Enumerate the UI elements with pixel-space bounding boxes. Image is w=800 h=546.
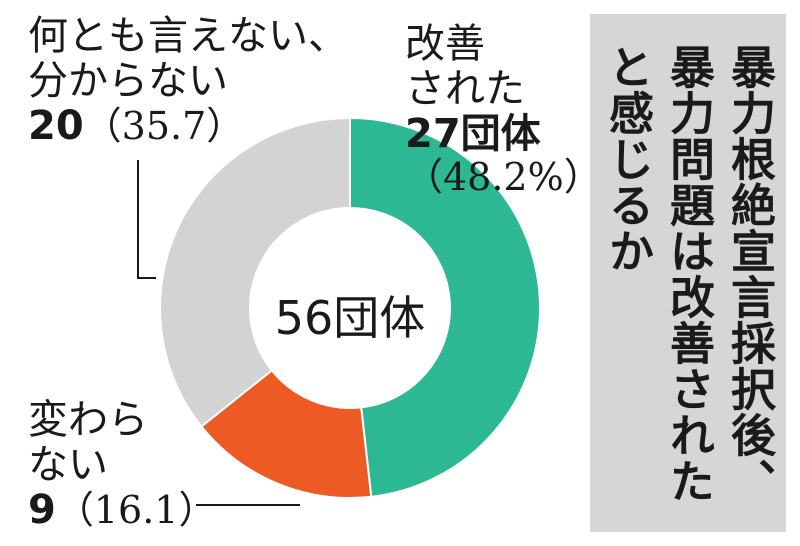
label-unsure-percent: （35.7） (83, 103, 245, 148)
label-unchanged-line2: ない (28, 441, 108, 488)
label-unchanged-count: 9 (28, 486, 56, 533)
label-unchanged: 変わら ない 9（16.1） (28, 398, 216, 532)
donut-slices (159, 116, 541, 499)
label-unsure-count: 20 (28, 102, 84, 149)
chart-title-line3: と感じるか (601, 44, 654, 274)
label-improved-count: 27団体 (405, 110, 541, 157)
label-improved-line2: された (405, 65, 525, 112)
label-unsure: 何とも言えない、 分からない 20（35.7） (28, 14, 348, 148)
label-unchanged-percent: （16.1） (55, 487, 217, 532)
total-label: 56団体 (274, 291, 426, 345)
label-unchanged-line1: 変わら (28, 397, 148, 443)
label-unsure-line1: 何とも言えない、 (28, 13, 348, 59)
label-improved-line1: 改善 (405, 21, 485, 67)
label-unsure-line2: 分からない (28, 57, 228, 104)
slice-unsure (159, 116, 351, 428)
leader-unsure (137, 160, 156, 279)
chart-title-panel: 暴力根絶宣言採択後、 暴力問題は改善された と感じるか (590, 14, 786, 532)
slice-improved (349, 116, 541, 498)
label-improved: 改善 された 27団体 （48.2%） (405, 22, 602, 199)
chart-title-line2: 暴力問題は改善された (662, 44, 715, 504)
label-improved-percent: （48.2%） (405, 155, 602, 200)
chart-title-line1: 暴力根絶宣言採択後、 (723, 44, 776, 504)
leader-lines (137, 160, 300, 506)
